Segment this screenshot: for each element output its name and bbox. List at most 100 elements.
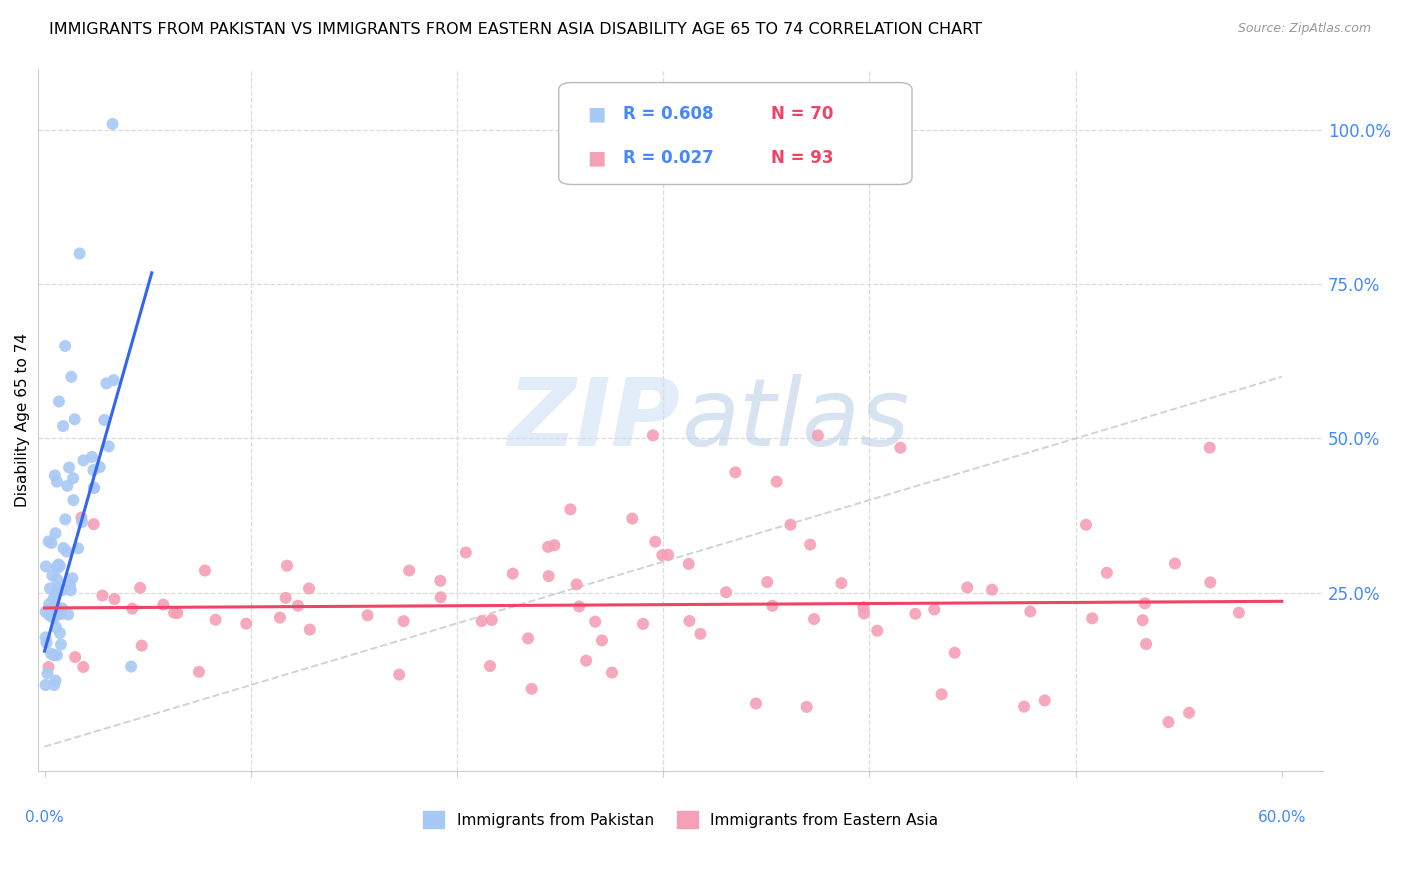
Point bbox=[52, 582, 75, 597]
Point bbox=[1033, 693, 1056, 707]
Point bbox=[1178, 706, 1201, 720]
Point bbox=[35, 559, 58, 574]
Point bbox=[45, 673, 67, 688]
Point bbox=[478, 659, 501, 673]
Point bbox=[1012, 699, 1035, 714]
Point bbox=[388, 667, 411, 681]
Point bbox=[631, 616, 654, 631]
Point bbox=[560, 502, 582, 516]
Point bbox=[765, 475, 787, 489]
Point bbox=[53, 512, 76, 526]
Point bbox=[52, 541, 75, 555]
Text: IMMIGRANTS FROM PAKISTAN VS IMMIGRANTS FROM EASTERN ASIA DISABILITY AGE 65 TO 74: IMMIGRANTS FROM PAKISTAN VS IMMIGRANTS F… bbox=[49, 22, 983, 37]
Point bbox=[853, 607, 876, 621]
Point bbox=[298, 623, 321, 637]
Point bbox=[45, 559, 67, 574]
Point bbox=[46, 648, 69, 663]
Point bbox=[42, 611, 65, 625]
Point bbox=[981, 582, 1004, 597]
Point bbox=[678, 557, 700, 571]
Point bbox=[943, 646, 966, 660]
Point bbox=[48, 558, 70, 572]
Point bbox=[63, 412, 86, 426]
Point bbox=[45, 475, 67, 489]
Point bbox=[287, 599, 309, 613]
Point bbox=[429, 574, 451, 588]
Point bbox=[481, 613, 503, 627]
Text: 0.0%: 0.0% bbox=[25, 810, 63, 825]
Point bbox=[42, 591, 65, 606]
Point bbox=[1164, 557, 1187, 571]
Point bbox=[38, 534, 60, 549]
Point bbox=[799, 538, 821, 552]
Point bbox=[429, 591, 451, 605]
Point bbox=[644, 534, 666, 549]
Point bbox=[575, 654, 598, 668]
Point bbox=[537, 540, 560, 554]
Text: R = 0.608: R = 0.608 bbox=[623, 105, 713, 123]
Point bbox=[70, 510, 93, 524]
Point bbox=[830, 576, 852, 591]
Point bbox=[52, 419, 75, 434]
Point bbox=[53, 339, 76, 353]
Point bbox=[63, 650, 86, 665]
Point bbox=[49, 558, 72, 573]
Point bbox=[38, 597, 60, 611]
Point bbox=[392, 614, 415, 628]
Point bbox=[48, 394, 70, 409]
Point bbox=[46, 573, 69, 587]
Point bbox=[60, 571, 83, 585]
Point bbox=[166, 606, 188, 620]
Point bbox=[807, 428, 830, 442]
Point bbox=[565, 577, 588, 591]
Point bbox=[889, 441, 911, 455]
Point bbox=[517, 632, 540, 646]
Point bbox=[44, 603, 66, 617]
Point bbox=[120, 659, 142, 673]
Point bbox=[129, 581, 152, 595]
Text: R = 0.027: R = 0.027 bbox=[623, 149, 714, 167]
Point bbox=[38, 608, 60, 623]
Point bbox=[46, 582, 69, 596]
Point bbox=[103, 592, 125, 607]
Point bbox=[82, 463, 104, 477]
Point bbox=[651, 548, 673, 562]
Point bbox=[724, 466, 747, 480]
Point bbox=[58, 460, 80, 475]
Point bbox=[502, 566, 524, 581]
Point bbox=[714, 585, 737, 599]
Point bbox=[269, 610, 291, 624]
Point bbox=[520, 681, 543, 696]
Point bbox=[41, 568, 63, 582]
Point bbox=[1081, 611, 1104, 625]
Text: 60.0%: 60.0% bbox=[1257, 810, 1306, 825]
Point bbox=[591, 633, 613, 648]
Point bbox=[39, 647, 62, 661]
Point bbox=[163, 606, 186, 620]
Point bbox=[101, 117, 124, 131]
Point bbox=[922, 602, 945, 616]
Point bbox=[956, 581, 979, 595]
Point bbox=[45, 587, 67, 601]
Point bbox=[45, 620, 67, 634]
Point bbox=[44, 526, 66, 541]
Point bbox=[298, 582, 321, 596]
Point bbox=[187, 665, 209, 679]
Point bbox=[67, 541, 90, 556]
Point bbox=[46, 601, 69, 615]
Point bbox=[1019, 605, 1042, 619]
Point bbox=[83, 481, 105, 495]
Point bbox=[276, 558, 298, 573]
Point bbox=[35, 636, 58, 650]
Point bbox=[471, 614, 494, 628]
Point bbox=[356, 608, 378, 623]
Point bbox=[96, 376, 118, 391]
Point bbox=[689, 627, 711, 641]
Point bbox=[398, 564, 420, 578]
Point bbox=[97, 439, 120, 453]
Point bbox=[69, 246, 91, 260]
Point bbox=[931, 687, 953, 701]
Point bbox=[1135, 637, 1157, 651]
Point bbox=[93, 413, 115, 427]
Point bbox=[274, 591, 297, 605]
